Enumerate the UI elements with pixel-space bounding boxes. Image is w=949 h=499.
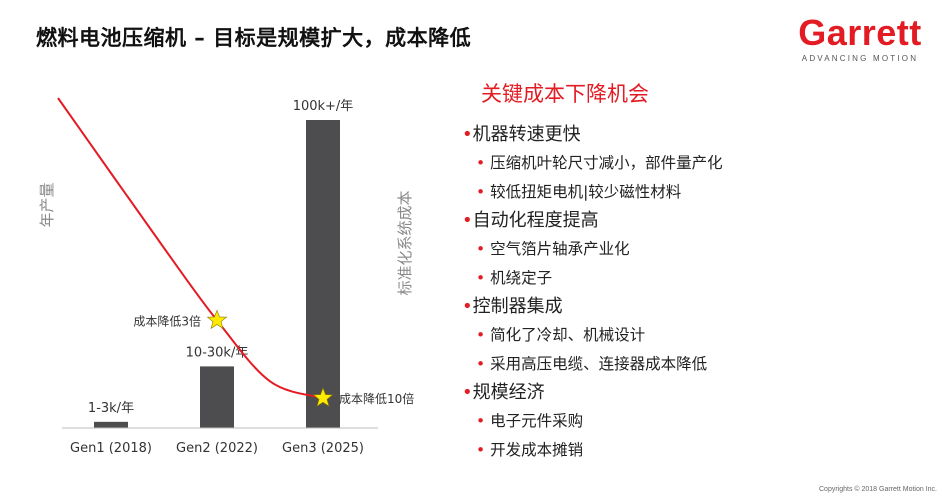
bullet-item: •控制器集成 bbox=[462, 293, 723, 321]
sub-bullet-label: 空气箔片轴承产业化 bbox=[490, 240, 630, 258]
bullet-group: •自动化程度提高 • 空气箔片轴承产业化 • 机绕定子 bbox=[462, 207, 723, 293]
x-tick-label-1: Gen1 (2018) bbox=[70, 441, 152, 456]
garrett-logo: Garrett ADVANCING MOTION bbox=[785, 12, 935, 64]
bullet-item: •机器转速更快 bbox=[462, 121, 723, 149]
sub-bullet-item: • 空气箔片轴承产业化 bbox=[462, 235, 723, 264]
sub-bullet-dot-icon: • bbox=[476, 326, 491, 344]
sub-bullet-item: • 机绕定子 bbox=[462, 264, 723, 293]
bullet-dot-icon: • bbox=[462, 296, 473, 317]
sub-bullet-dot-icon: • bbox=[476, 154, 491, 172]
sub-bullet-label: 较低扭矩电机|较少磁性材料 bbox=[490, 183, 682, 201]
sub-bullet-item: • 较低扭矩电机|较少磁性材料 bbox=[462, 178, 723, 207]
sub-bullet-dot-icon: • bbox=[476, 240, 491, 258]
bullet-dot-icon: • bbox=[462, 124, 473, 145]
sub-bullet-label: 机绕定子 bbox=[490, 269, 553, 287]
bullet-group: •机器转速更快 • 压缩机叶轮尺寸减小，部件量产化 • 较低扭矩电机|较少磁性材料 bbox=[462, 121, 723, 207]
y2-axis-label: 标准化系统成本 bbox=[396, 190, 414, 295]
bullet-dot-icon: • bbox=[462, 210, 473, 231]
sub-bullet-item: • 开发成本摊销 bbox=[462, 436, 723, 465]
sub-bullet-dot-icon: • bbox=[476, 183, 491, 201]
sub-bullet-item: • 简化了冷却、机械设计 bbox=[462, 321, 723, 350]
bullet-group: •控制器集成 • 简化了冷却、机械设计 • 采用高压电缆、连接器成本降低 bbox=[462, 293, 723, 379]
x-tick-label-2: Gen2 (2022) bbox=[176, 441, 258, 456]
bullet-item-label: 控制器集成 bbox=[472, 296, 563, 317]
bullet-item: •规模经济 bbox=[462, 379, 723, 407]
cost-marker-label-2: 成本降低10倍 bbox=[339, 391, 414, 406]
bullet-item-label: 规模经济 bbox=[472, 382, 545, 403]
bar-value-label-1: 1-3k/年 bbox=[88, 401, 134, 416]
sub-bullet-dot-icon: • bbox=[476, 269, 491, 287]
x-tick-label-3: Gen3 (2025) bbox=[282, 441, 364, 456]
sub-bullet-label: 压缩机叶轮尺寸减小，部件量产化 bbox=[490, 154, 723, 172]
volume-cost-chart: 年产量 标准化系统成本 1-3k/年 10-30k/年 100k+/年 成本降低3倍… bbox=[38, 97, 414, 456]
bar-2 bbox=[200, 366, 234, 428]
bar-value-label-3: 100k+/年 bbox=[293, 99, 354, 114]
sub-bullet-dot-icon: • bbox=[476, 355, 491, 373]
sub-bullet-dot-icon: • bbox=[476, 441, 491, 459]
cost-marker-label-1: 成本降低3倍 bbox=[133, 313, 201, 328]
bullet-item-label: 机器转速更快 bbox=[472, 124, 581, 145]
bullet-dot-icon: • bbox=[462, 382, 473, 403]
logo-tagline: ADVANCING MOTION bbox=[801, 54, 919, 63]
bullet-list: •机器转速更快 • 压缩机叶轮尺寸减小，部件量产化 • 较低扭矩电机|较少磁性材料 •… bbox=[462, 121, 723, 465]
bullet-item-label: 自动化程度提高 bbox=[472, 210, 599, 231]
sub-bullet-label: 采用高压电缆、连接器成本降低 bbox=[490, 355, 708, 373]
slide-title: 燃料电池压缩机 – 目标是规模扩大，成本降低 bbox=[36, 26, 472, 50]
cost-curve-line bbox=[57, 97, 324, 399]
logo-name: Garrett bbox=[798, 12, 922, 53]
y-axis-label: 年产量 bbox=[38, 182, 56, 227]
bar-value-label-2: 10-30k/年 bbox=[186, 345, 249, 360]
cost-opportunities-heading: 关键成本下降机会 bbox=[481, 82, 649, 106]
bar-1 bbox=[94, 421, 128, 428]
cost-star-marker-2 bbox=[312, 387, 334, 407]
cost-star-marker-1 bbox=[206, 309, 228, 330]
bar-3 bbox=[306, 120, 340, 428]
sub-bullet-label: 开发成本摊销 bbox=[490, 441, 584, 459]
bullet-group: •规模经济 • 电子元件采购 • 开发成本摊销 bbox=[462, 379, 723, 465]
sub-bullet-item: • 采用高压电缆、连接器成本降低 bbox=[462, 350, 723, 379]
sub-bullet-label: 电子元件采购 bbox=[490, 412, 584, 430]
sub-bullet-dot-icon: • bbox=[476, 412, 491, 430]
sub-bullet-item: • 电子元件采购 bbox=[462, 407, 723, 436]
sub-bullet-label: 简化了冷却、机械设计 bbox=[490, 326, 646, 344]
sub-bullet-item: • 压缩机叶轮尺寸减小，部件量产化 bbox=[462, 149, 723, 178]
bullet-item: •自动化程度提高 bbox=[462, 207, 723, 235]
copyright-text: Copyrights © 2018 Garrett Motion Inc. bbox=[819, 486, 937, 493]
